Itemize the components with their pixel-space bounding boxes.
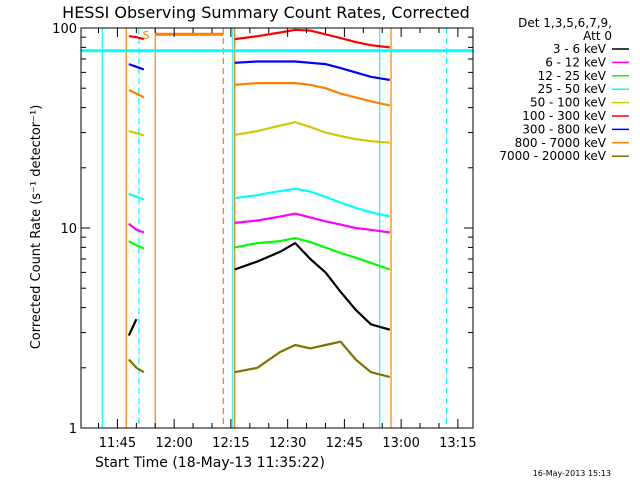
y-tick-label-100: 100	[52, 22, 77, 37]
series-line-300-800-kev-segment-1	[128, 63, 145, 71]
x-tick-label-11-45: 11:45	[99, 436, 136, 451]
series-line-300-800-kev-segment-2	[234, 60, 390, 81]
x-axis-label: Start Time (18-May-13 11:35:22)	[95, 455, 325, 471]
series-line-12-25-kev-segment-2	[234, 237, 391, 271]
legend-header-line-2: Att 0	[583, 29, 612, 43]
y-tick-label-1: 1	[69, 422, 77, 437]
flag-label: S	[143, 29, 150, 42]
y-tick-label-10: 10	[60, 222, 77, 237]
series-line-7000-20000-kev-segment-1	[127, 358, 145, 374]
series-line-800-7000-kev-segment-2	[234, 81, 391, 107]
series-line-7000-20000-kev-segment-2	[234, 340, 391, 378]
legend-label-6-12-kev: 6 - 12 keV	[545, 55, 607, 69]
legend-label-25-50-kev: 25 - 50 keV	[538, 82, 607, 96]
series-line-100-300-kev-segment-1	[128, 35, 145, 41]
legend-label-100-300-kev: 100 - 300 keV	[522, 109, 606, 123]
series-line-800-7000-kev-segment-1	[128, 89, 145, 99]
series-line-50-100-kev-segment-1	[128, 130, 145, 137]
x-tick-label-12-30: 12:30	[269, 436, 306, 451]
plot-area: S	[81, 28, 473, 428]
x-tick-label-13-15: 13:15	[439, 436, 476, 451]
series-line-25-50-kev-segment-2	[234, 187, 391, 218]
series-line-100-300-kev-segment-2	[234, 28, 390, 49]
series-line-3-6-kev-segment-2	[234, 242, 391, 331]
x-tick-label-12-15: 12:15	[212, 436, 249, 451]
x-tick-label-12-00: 12:00	[155, 436, 192, 451]
x-tick-label-12-45: 12:45	[326, 436, 363, 451]
series-line-12-25-kev-segment-1	[128, 240, 145, 250]
legend-label-12-25-kev: 12 - 25 keV	[538, 69, 607, 83]
series-line-50-100-kev-segment-2	[234, 121, 390, 144]
legend-label-7000-20000-kev: 7000 - 20000 keV	[499, 149, 606, 163]
chart-title: HESSI Observing Summary Count Rates, Cor…	[62, 3, 470, 22]
series-line-6-12-kev-segment-1	[128, 222, 145, 234]
axes: 1 10 100 11:45 12:00 12:15 12:30 12:45 13:00 13:1…	[52, 22, 476, 451]
series-line-6-12-kev-segment-2	[234, 212, 390, 234]
legend-label-800-7000-kev: 800 - 7000 keV	[515, 136, 607, 150]
legend-label-300-800-kev: 300 - 800 keV	[522, 122, 606, 136]
y-axis-label: Corrected Count Rate (s⁻¹ detector⁻¹)	[29, 105, 44, 350]
series-line-25-50-kev-segment-1	[128, 192, 145, 201]
legend-label-50-100-kev: 50 - 100 keV	[530, 96, 607, 110]
legend-label-3-6-kev: 3 - 6 keV	[553, 42, 607, 56]
plot-timestamp: 16-May-2013 15:13	[533, 469, 611, 478]
series-line-3-6-kev-segment-1	[127, 318, 138, 336]
x-tick-label-13-00: 13:00	[382, 436, 419, 451]
legend-header-line-1: Det 1,3,5,6,7,9,	[518, 16, 612, 30]
